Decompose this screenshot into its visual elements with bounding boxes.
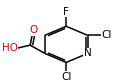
Text: Cl: Cl bbox=[100, 30, 111, 40]
Text: Cl: Cl bbox=[60, 72, 71, 82]
Text: O: O bbox=[29, 25, 37, 35]
Text: F: F bbox=[63, 7, 69, 17]
Text: N: N bbox=[83, 48, 91, 58]
Text: HO: HO bbox=[2, 43, 18, 53]
